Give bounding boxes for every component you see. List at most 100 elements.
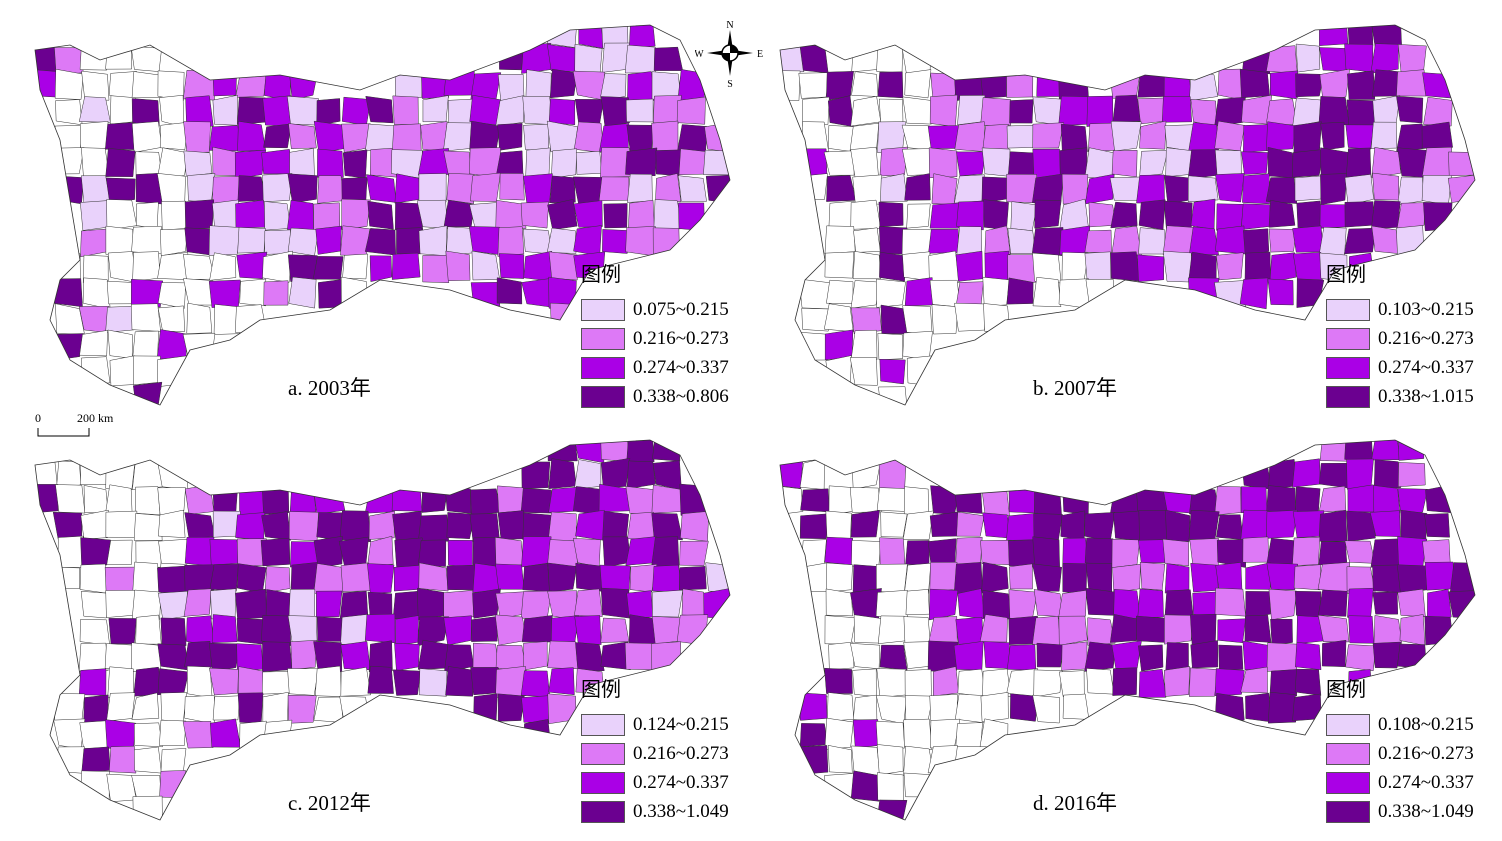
map-region	[1188, 510, 1220, 540]
map-region	[957, 588, 986, 620]
map-region	[183, 121, 211, 153]
map-region	[1240, 486, 1268, 514]
map-region	[1295, 486, 1321, 514]
map-region	[212, 695, 241, 721]
map-region	[1138, 199, 1166, 231]
map-region	[1267, 278, 1294, 306]
map-region	[678, 148, 707, 176]
map-region	[290, 562, 318, 594]
map-region	[1138, 509, 1168, 542]
map-region	[1244, 614, 1272, 643]
map-region	[903, 718, 933, 750]
map-region	[902, 305, 933, 335]
legend-item: 0.216~0.273	[1326, 739, 1474, 768]
map-region	[79, 720, 109, 749]
map-region	[1294, 591, 1322, 620]
map-region	[1139, 149, 1169, 177]
map-region	[982, 123, 1009, 153]
map-region	[1245, 692, 1272, 723]
map-region	[1292, 252, 1323, 283]
map-region	[290, 639, 318, 670]
map-region	[931, 173, 958, 205]
map-region	[340, 666, 372, 697]
map-region	[1214, 668, 1245, 697]
map-region	[447, 539, 473, 568]
map-region	[468, 226, 500, 255]
north-arrow-icon: N S W E	[694, 18, 765, 93]
map-region	[853, 614, 882, 644]
legend-label: 0.274~0.337	[1378, 771, 1474, 793]
map-region	[186, 302, 213, 334]
map-region	[982, 512, 1011, 539]
map-region	[446, 173, 475, 204]
map-region	[184, 199, 215, 230]
map-region	[418, 514, 449, 542]
map-region	[105, 225, 134, 255]
map-region	[546, 120, 578, 153]
map-region	[237, 120, 266, 152]
legend-item: 0.216~0.273	[581, 324, 729, 353]
map-region	[1372, 564, 1403, 593]
map-region	[955, 722, 983, 748]
map-region	[1371, 146, 1401, 178]
map-region	[1243, 228, 1270, 256]
map-region	[342, 149, 368, 179]
map-region	[575, 642, 605, 672]
panel-caption: c. 2012年	[288, 791, 371, 815]
map-region	[525, 69, 552, 100]
map-region	[850, 146, 879, 179]
map-region	[1317, 562, 1350, 594]
map-region	[160, 692, 187, 724]
map-region	[1266, 642, 1298, 672]
map-region	[156, 173, 186, 205]
map-region	[930, 718, 961, 749]
map-region	[133, 513, 163, 541]
legend: 图例 0.075~0.215 0.216~0.273 0.274~0.337 0.338…	[581, 258, 729, 411]
map-region	[1294, 668, 1322, 696]
map-region	[625, 147, 658, 177]
map-region	[1110, 121, 1142, 152]
map-region	[418, 225, 448, 256]
map-region	[1421, 121, 1453, 149]
map-region	[1032, 96, 1063, 126]
study-area-outline	[779, 439, 1476, 821]
map-region	[1292, 458, 1321, 488]
map-region	[825, 510, 852, 542]
map-region	[523, 250, 553, 282]
map-region	[801, 308, 830, 332]
map-region	[1240, 666, 1268, 694]
map-region	[927, 640, 959, 672]
map-region	[1269, 70, 1298, 100]
map-region	[1218, 644, 1244, 671]
map-region	[79, 619, 110, 646]
study-area-outline	[779, 24, 1476, 406]
map-region	[1371, 225, 1401, 255]
map-region	[1242, 173, 1270, 205]
map-region	[417, 587, 445, 620]
map-region	[81, 70, 110, 101]
map-region	[851, 540, 881, 567]
legend-swatch	[1326, 713, 1370, 736]
scale-bar: 0 200 km	[33, 410, 133, 442]
map-region	[209, 252, 237, 281]
map-region	[523, 123, 549, 152]
map-region	[1399, 614, 1426, 646]
map-region	[1006, 512, 1039, 541]
map-region	[1084, 251, 1112, 283]
map-region	[1295, 43, 1321, 73]
legend-item: 0.216~0.273	[581, 739, 729, 768]
map-region	[184, 695, 215, 725]
map-region	[264, 566, 291, 594]
map-region	[1400, 509, 1428, 542]
legend-label: 0.274~0.337	[1378, 356, 1474, 378]
map-region	[827, 692, 855, 722]
map-region	[316, 590, 343, 618]
map-region	[1348, 615, 1375, 644]
legend-label: 0.216~0.273	[633, 327, 729, 349]
map-region	[261, 615, 291, 646]
map-region	[877, 333, 904, 361]
map-region	[287, 694, 317, 724]
map-region	[443, 615, 472, 646]
map-region	[1296, 200, 1324, 229]
map-region	[263, 123, 292, 149]
